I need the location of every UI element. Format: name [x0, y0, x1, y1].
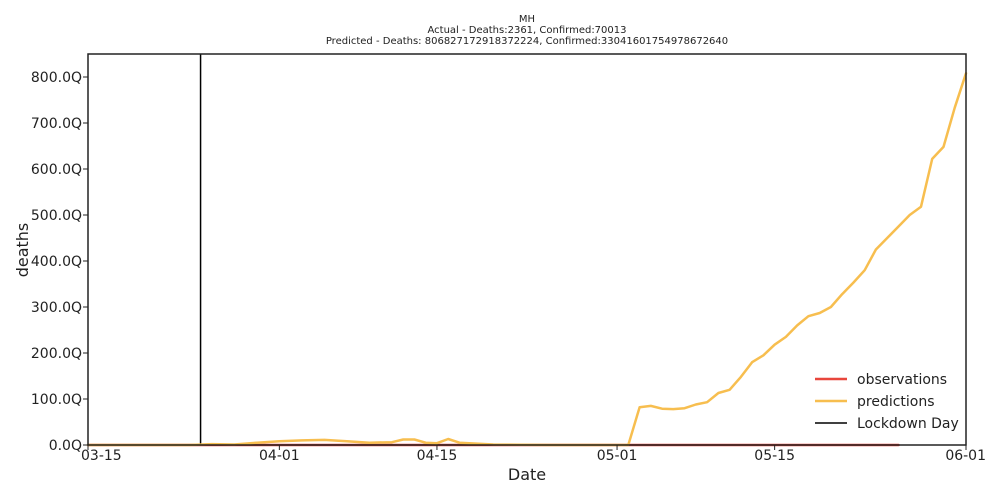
y-tick-label: 200.0Q: [31, 346, 82, 362]
legend-label: observations: [857, 372, 947, 388]
chart-subtitle-predicted: Predicted - Deaths: 806827172918372224, …: [325, 36, 729, 47]
x-axis-label: Date: [508, 465, 546, 484]
x-tick-label: 04-15: [417, 448, 458, 464]
legend: observations predictions Lockdown Day: [815, 372, 959, 432]
y-tick-label: 600.0Q: [31, 162, 82, 178]
chart-subtitle-actual: Actual - Deaths:2361, Confirmed:70013: [427, 25, 627, 36]
y-axis-label: deaths: [13, 223, 32, 278]
x-tick-label: 04-01: [259, 448, 300, 464]
chart-titles: MH Actual - Deaths:2361, Confirmed:70013…: [88, 14, 966, 47]
series-line-predictions: [86, 72, 968, 447]
y-tick-label: 700.0Q: [31, 116, 82, 132]
chart-marks: [86, 54, 968, 447]
legend-label: predictions: [857, 394, 935, 410]
y-tick-label: 0.0Q: [49, 438, 82, 454]
x-axis: 03-15 04-01 04-15 05-01 05-15 06-01: [81, 445, 986, 464]
y-tick-label: 800.0Q: [31, 70, 82, 86]
plot-frame: [87, 53, 967, 446]
y-axis: 0.0Q 100.0Q 200.0Q 300.0Q 400.0Q 500.0Q 600.0Q…: [31, 70, 88, 454]
x-tick-label: 03-15: [81, 448, 122, 464]
chart-title: MH: [518, 14, 536, 25]
x-tick-label: 05-01: [597, 448, 638, 464]
x-tick-label: 06-01: [945, 448, 986, 464]
x-tick-label: 05-15: [754, 448, 795, 464]
y-tick-label: 100.0Q: [31, 392, 82, 408]
legend-label: Lockdown Day: [857, 416, 959, 432]
y-tick-label: 300.0Q: [31, 300, 82, 316]
y-tick-label: 500.0Q: [31, 208, 82, 224]
y-tick-label: 400.0Q: [31, 254, 82, 270]
